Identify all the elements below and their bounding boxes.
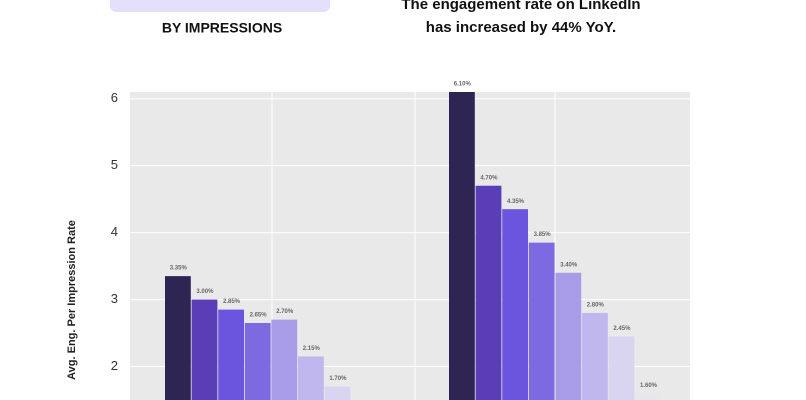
y-tick-label: 5 bbox=[111, 157, 118, 172]
y-axis-label: Avg. Eng. Per Impression Rate bbox=[66, 220, 78, 380]
value-label: 2.80% bbox=[587, 303, 605, 309]
value-label: 4.70% bbox=[480, 175, 498, 181]
bar bbox=[635, 393, 661, 400]
y-tick-label: 3 bbox=[111, 291, 118, 306]
bar bbox=[582, 312, 608, 400]
bar bbox=[165, 276, 191, 400]
bar bbox=[528, 242, 555, 400]
annotation: The engagement rate on LinkedIn bbox=[401, 0, 640, 13]
bar bbox=[449, 92, 475, 400]
value-label: 3.85% bbox=[534, 232, 552, 238]
value-label: 2.65% bbox=[250, 313, 268, 319]
value-label: 3.35% bbox=[170, 266, 188, 272]
annotation: has increased by 44% YoY. bbox=[426, 19, 616, 36]
value-label: 2.70% bbox=[276, 309, 294, 315]
bar bbox=[298, 356, 324, 400]
bar bbox=[475, 185, 502, 400]
value-label: 2.45% bbox=[613, 326, 631, 332]
bar bbox=[324, 386, 351, 400]
value-label: 2.85% bbox=[223, 299, 241, 305]
bar bbox=[191, 299, 218, 400]
headline-box bbox=[110, 0, 330, 12]
bar bbox=[244, 323, 271, 400]
bar bbox=[608, 336, 635, 400]
bar bbox=[502, 209, 528, 400]
bar bbox=[555, 272, 582, 400]
bar bbox=[271, 319, 298, 400]
value-label: 1.70% bbox=[329, 376, 347, 382]
y-tick-label: 6 bbox=[111, 90, 118, 105]
bar bbox=[218, 309, 244, 400]
value-label: 1.60% bbox=[640, 383, 658, 389]
y-tick-label: 2 bbox=[111, 358, 118, 373]
value-label: 2.15% bbox=[303, 346, 321, 352]
value-label: 3.40% bbox=[560, 262, 578, 268]
value-label: 6.10% bbox=[454, 82, 472, 88]
subtitle: BY IMPRESSIONS bbox=[162, 20, 282, 36]
value-label: 3.00% bbox=[196, 289, 214, 295]
y-tick-label: 4 bbox=[111, 224, 118, 239]
value-label: 4.35% bbox=[507, 199, 525, 205]
